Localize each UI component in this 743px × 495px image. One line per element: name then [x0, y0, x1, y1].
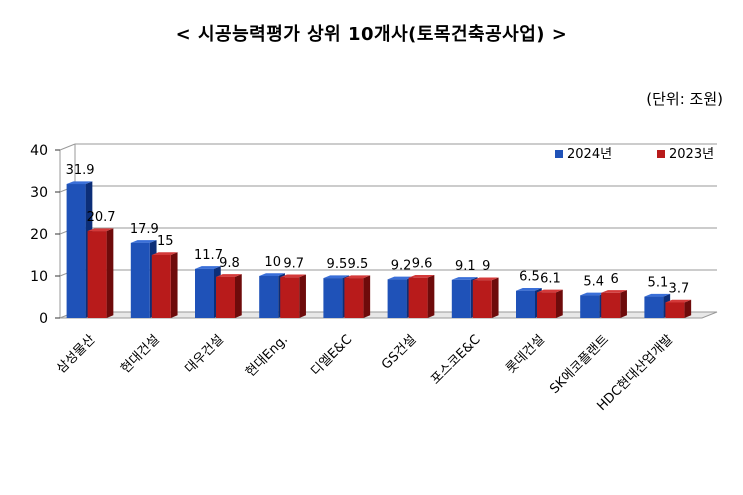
- bar-top: [472, 277, 499, 281]
- bar-2024: [259, 276, 279, 318]
- bar-top: [130, 240, 157, 243]
- bar-top: [195, 266, 221, 269]
- bar-2023: [601, 292, 621, 318]
- bar-top: [387, 276, 414, 280]
- data-label: 9.7: [283, 256, 304, 271]
- category-label: 대우건설: [182, 332, 226, 376]
- y-tick-label: 30: [30, 185, 48, 201]
- bar-top: [580, 292, 606, 296]
- category-label: 디엘E&C: [308, 332, 355, 379]
- bar-2023: [408, 277, 428, 318]
- legend-label: 2024년: [567, 147, 612, 162]
- bar-side: [491, 277, 499, 318]
- data-label: 9.6: [412, 257, 433, 272]
- category-label: 포스코E&C: [428, 332, 483, 387]
- data-label: 9.5: [348, 257, 369, 272]
- bar-top: [151, 252, 178, 255]
- legend-swatch: [657, 150, 665, 158]
- chart-title: < 시공능력평가 상위 10개사(토목건축공사업) >: [175, 24, 568, 45]
- bar-top: [537, 289, 563, 293]
- bar-side: [235, 274, 242, 318]
- bar-top: [323, 275, 350, 279]
- bar-2024: [130, 242, 150, 318]
- bar-side: [620, 290, 627, 318]
- data-label: 9.5: [327, 257, 348, 272]
- data-label: 20.7: [87, 210, 116, 225]
- legend-swatch: [555, 150, 563, 158]
- data-label: 17.9: [130, 222, 159, 237]
- bar-2024: [387, 279, 407, 318]
- bar-2023: [472, 280, 492, 318]
- data-label: 6: [611, 272, 619, 287]
- data-label: 9: [482, 259, 490, 274]
- data-label: 10: [264, 255, 281, 270]
- bar-2023: [280, 277, 300, 318]
- bar-2023: [216, 276, 235, 318]
- bar-side: [170, 252, 178, 318]
- data-label: 9.1: [455, 259, 476, 274]
- y-tick-label: 10: [30, 269, 48, 285]
- data-label: 9.2: [391, 258, 412, 273]
- bar-top: [451, 277, 478, 280]
- bar-top: [601, 290, 627, 293]
- bar-2024: [66, 184, 86, 318]
- bar-2023: [537, 292, 556, 318]
- category-label: 현대건설: [118, 332, 162, 376]
- bar-top: [408, 274, 435, 278]
- bar-side: [684, 299, 692, 318]
- bar-2023: [151, 255, 171, 318]
- bar-top: [516, 288, 542, 291]
- data-label: 31.9: [66, 163, 95, 178]
- bar-side: [427, 274, 435, 318]
- data-label: 5.4: [583, 274, 604, 289]
- bar-top: [644, 293, 671, 297]
- data-label: 11.7: [194, 248, 223, 263]
- gridline-depth: [59, 143, 76, 151]
- bar-2023: [665, 302, 685, 318]
- data-label: 6.1: [540, 271, 561, 286]
- bar-2024: [516, 290, 535, 318]
- bar-side: [363, 275, 371, 318]
- bar-2024: [451, 279, 471, 318]
- data-label: 3.7: [669, 281, 690, 296]
- bar-top: [344, 275, 371, 279]
- bar-top: [216, 274, 242, 277]
- category-label: SK에코플랜트: [547, 332, 612, 397]
- bar-side: [556, 289, 563, 318]
- category-label: GS건설: [379, 332, 419, 372]
- bar-2024: [580, 295, 600, 318]
- y-tick-label: 40: [30, 143, 48, 159]
- bar-top: [87, 228, 114, 232]
- bar-top: [259, 273, 285, 276]
- bar-top: [665, 299, 692, 303]
- bar-2024: [644, 296, 664, 318]
- unit-label: (단위: 조원): [646, 90, 723, 108]
- bar-2024: [195, 268, 214, 318]
- category-label: 롯데건설: [503, 332, 547, 376]
- y-tick-label: 0: [39, 311, 48, 327]
- bar-top: [280, 274, 306, 278]
- data-label: 6.5: [519, 270, 540, 285]
- category-label: 현대Eng.: [243, 332, 291, 380]
- bar-2023: [87, 231, 107, 318]
- data-label: 9.8: [219, 256, 240, 271]
- bar-2023: [344, 278, 364, 318]
- bar-2024: [323, 278, 343, 318]
- y-tick-label: 20: [30, 227, 48, 243]
- bar-side: [299, 274, 306, 318]
- data-label: 15: [157, 234, 174, 249]
- bar-top: [66, 181, 93, 185]
- legend-label: 2023년: [669, 147, 714, 162]
- category-label: 삼성물산: [54, 332, 98, 376]
- bar-side: [106, 228, 114, 318]
- data-label: 5.1: [648, 276, 669, 291]
